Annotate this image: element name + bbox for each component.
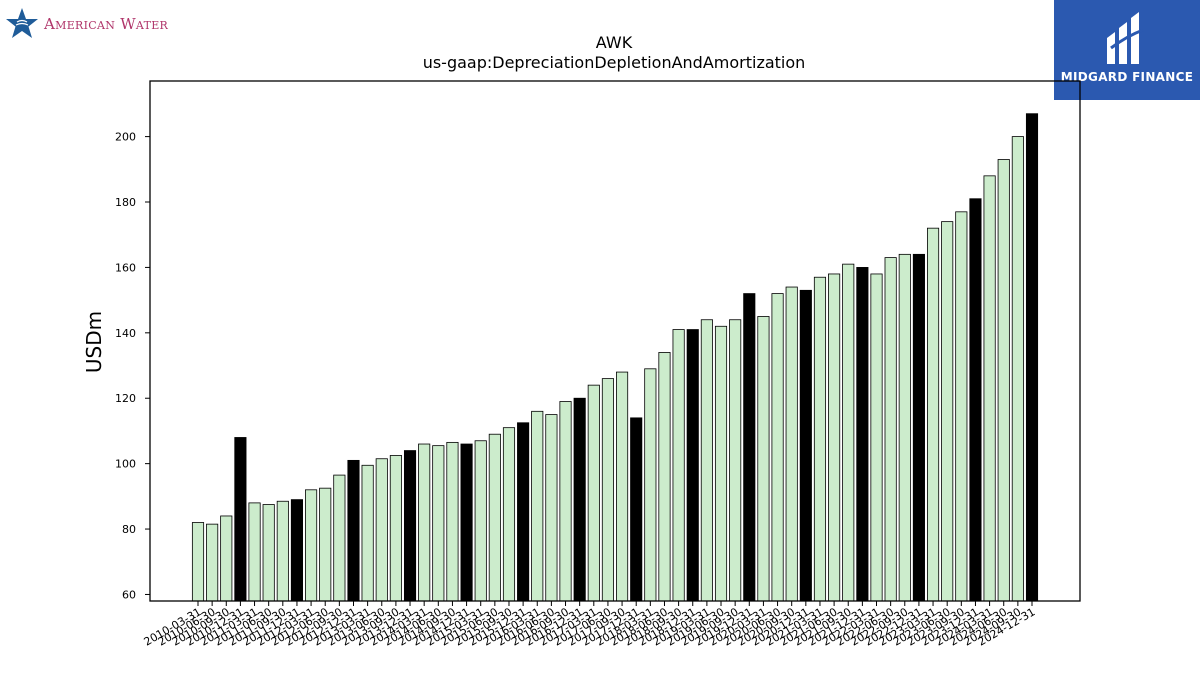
bar-2012-12-31 [347,459,360,602]
plot-frame [149,80,1081,602]
chart-title: AWK [596,33,633,52]
bar-2022-03-31 [870,273,883,602]
chart-subtitle: us-gaap:DepreciationDepletionAndAmortiza… [423,53,806,72]
bar-2018-06-30 [658,352,671,602]
bar-2023-12-31 [969,198,982,602]
bar-2019-12-31 [743,293,756,602]
bar-2015-09-30 [502,427,516,602]
bar-2014-06-30 [432,445,445,602]
bar-2018-03-31 [644,368,657,602]
american-water-logo: American Water [4,4,168,44]
bar-2017-06-30 [601,378,614,602]
y-axis-label: USDm [82,311,106,373]
bar-2022-12-31 [912,253,925,602]
y-tick-label: 120 [115,392,136,405]
bar-2012-06-30 [319,487,332,602]
x-axis-ticks: 2010-03-312010-06-302010-09-302010-12-31… [142,601,1038,649]
bar-2016-06-30 [545,414,558,602]
bar-2024-12-31 [1025,113,1039,602]
bar-2021-03-31 [813,276,827,602]
bar-2020-12-31 [799,289,812,602]
bar-2019-06-30 [714,325,728,602]
bar-2017-09-30 [616,371,629,602]
bar-2012-03-31 [305,489,318,602]
bar-2022-09-30 [898,253,911,602]
bar-2020-09-30 [785,286,798,602]
bar-2021-09-30 [842,263,855,602]
midgard-finance-logo-text: MIDGARD FINANCE [1060,70,1194,84]
bar-2010-09-30 [220,515,233,602]
bar-2021-12-31 [856,267,869,602]
bar-2013-06-30 [375,458,388,602]
bar-2024-09-30 [1011,136,1024,602]
bar-2019-09-30 [729,319,742,602]
bar-2010-12-31 [234,437,247,602]
bar-2024-06-30 [997,159,1010,602]
bar-2017-12-31 [630,417,643,602]
y-tick-label: 140 [115,327,136,340]
bar-2011-06-30 [262,504,275,602]
midgard-mark-icon [1107,12,1144,64]
bar-2014-03-31 [418,443,431,602]
bar-2011-12-31 [290,499,304,602]
midgard-finance-logo: MIDGARD FINANCE [1054,0,1200,100]
bar-2013-09-30 [389,455,402,602]
y-tick-label: 80 [122,523,136,536]
y-tick-label: 200 [115,131,136,144]
bar-2017-03-31 [587,384,600,602]
star-water-icon [6,8,38,38]
bar-2015-12-31 [517,422,530,602]
bar-2011-03-31 [248,502,261,602]
bar-2010-06-30 [206,523,219,602]
bar-2021-06-30 [828,273,841,602]
bar-2018-12-31 [686,329,699,602]
y-tick-label: 180 [115,196,136,209]
y-tick-label: 60 [122,588,136,601]
bars-group [191,113,1039,602]
y-axis-ticks: 60 80 100 120 140 160 180 200 [115,131,150,601]
bar-2020-03-31 [757,316,770,602]
bar-2015-06-30 [488,433,501,602]
bar-2012-09-30 [333,474,346,602]
american-water-logo-text: American Water [44,15,169,33]
bar-2023-09-30 [955,211,968,602]
bar-2013-12-31 [403,450,417,602]
bar-2023-03-31 [927,227,940,602]
bar-2018-09-30 [672,329,685,602]
bar-2023-06-30 [941,221,954,602]
y-tick-label: 160 [115,261,136,274]
bar-2010-03-31 [191,522,205,602]
bar-2014-12-31 [460,443,473,602]
bar-2015-03-31 [474,440,487,602]
bar-2014-09-30 [446,441,459,602]
bar-2016-12-31 [573,397,586,602]
bar-2022-06-30 [884,257,897,602]
bar-2013-03-31 [361,464,374,602]
bar-2016-03-31 [531,410,544,602]
y-tick-label: 100 [115,458,136,471]
bar-2011-09-30 [276,500,289,602]
bar-2020-06-30 [771,293,784,602]
bar-2019-03-31 [700,319,713,602]
bar-2024-03-31 [983,175,996,602]
bar-2016-09-30 [559,401,572,602]
